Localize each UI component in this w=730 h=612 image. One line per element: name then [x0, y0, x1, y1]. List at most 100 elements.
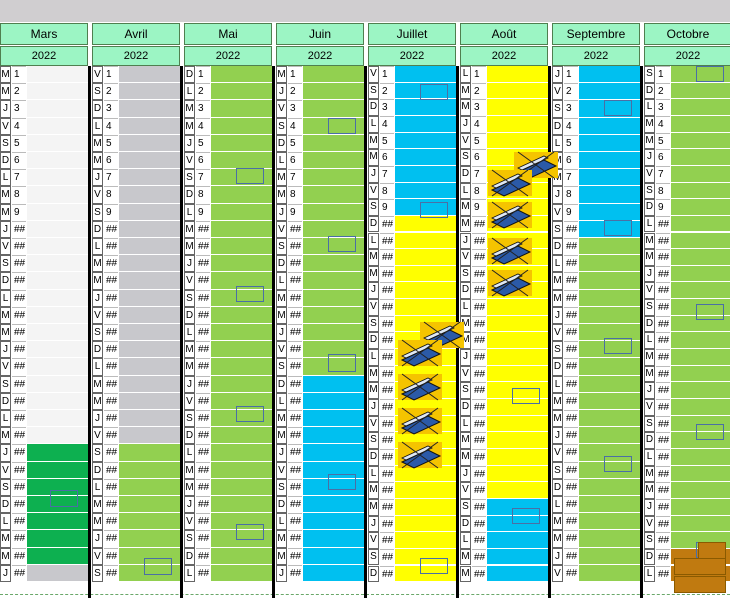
day-fill-cell[interactable] — [395, 282, 456, 300]
day-fill-cell[interactable] — [119, 117, 180, 135]
day-letter[interactable]: M — [92, 496, 103, 514]
day-number[interactable]: ## — [12, 238, 26, 256]
day-number[interactable]: ## — [196, 496, 210, 514]
day-fill-cell[interactable] — [211, 375, 272, 393]
day-fill-cell[interactable] — [211, 530, 272, 548]
day-letter[interactable]: M — [276, 289, 287, 307]
day-fill-cell[interactable] — [27, 341, 88, 359]
day-number[interactable]: ## — [380, 249, 394, 266]
day-number[interactable]: ## — [196, 341, 210, 359]
cell-marker-box[interactable] — [328, 474, 356, 490]
day-number[interactable]: ## — [564, 358, 578, 376]
day-letter[interactable]: M — [184, 220, 195, 238]
day-letter[interactable]: D — [460, 165, 471, 183]
day-number[interactable]: ## — [472, 315, 486, 333]
day-letter[interactable]: D — [368, 565, 379, 583]
day-number[interactable]: 7 — [472, 165, 486, 183]
day-letter[interactable]: L — [276, 152, 287, 170]
day-fill-cell[interactable] — [211, 289, 272, 307]
day-fill-cell[interactable] — [579, 478, 640, 496]
day-number[interactable]: ## — [564, 341, 578, 359]
day-letter[interactable]: L — [276, 392, 287, 410]
day-letter[interactable]: L — [644, 448, 655, 466]
day-number[interactable]: ## — [288, 324, 302, 342]
day-number[interactable]: ## — [104, 272, 118, 290]
day-letter[interactable]: S — [552, 341, 563, 359]
day-number[interactable]: ## — [564, 427, 578, 445]
day-letter[interactable]: J — [92, 169, 103, 187]
day-letter[interactable]: J — [184, 134, 195, 152]
day-number[interactable]: ## — [380, 532, 394, 549]
day-letter[interactable]: V — [184, 272, 195, 290]
day-letter[interactable]: M — [644, 249, 655, 266]
day-number[interactable]: ## — [288, 341, 302, 359]
day-letter[interactable]: L — [368, 232, 379, 250]
day-fill-cell[interactable] — [671, 282, 730, 300]
day-number[interactable]: ## — [656, 315, 670, 333]
day-number[interactable]: ## — [12, 513, 26, 531]
day-number[interactable]: 2 — [380, 82, 394, 100]
day-fill-cell[interactable] — [487, 415, 548, 433]
day-number[interactable]: 3 — [288, 100, 302, 118]
day-number[interactable]: 4 — [472, 115, 486, 133]
day-fill-cell[interactable] — [671, 199, 730, 216]
day-letter[interactable]: D — [368, 332, 379, 350]
day-number[interactable]: ## — [12, 564, 26, 582]
day-fill-cell[interactable] — [487, 432, 548, 449]
day-fill-cell[interactable] — [579, 238, 640, 256]
day-letter[interactable]: D — [92, 220, 103, 238]
day-letter[interactable]: V — [92, 66, 103, 84]
day-number[interactable]: 7 — [12, 169, 26, 187]
cell-marker-box[interactable] — [512, 388, 540, 404]
day-number[interactable]: ## — [564, 272, 578, 290]
day-letter[interactable]: V — [552, 324, 563, 342]
day-fill-cell[interactable] — [119, 375, 180, 393]
day-fill-cell[interactable] — [27, 427, 88, 445]
day-letter[interactable]: V — [184, 152, 195, 170]
day-fill-cell[interactable] — [579, 341, 640, 359]
day-letter[interactable]: M — [368, 132, 379, 150]
day-fill-cell[interactable] — [395, 82, 456, 100]
day-letter[interactable]: V — [92, 427, 103, 445]
day-fill-cell[interactable] — [671, 165, 730, 183]
day-fill-cell[interactable] — [119, 186, 180, 204]
day-number[interactable]: ## — [12, 530, 26, 548]
day-letter[interactable]: J — [644, 382, 655, 399]
day-fill-cell[interactable] — [211, 324, 272, 342]
day-fill-cell[interactable] — [211, 117, 272, 135]
day-letter[interactable]: M — [552, 272, 563, 290]
day-number[interactable]: ## — [656, 265, 670, 283]
day-number[interactable]: ## — [12, 392, 26, 410]
day-fill-cell[interactable] — [303, 375, 364, 393]
day-fill-cell[interactable] — [303, 530, 364, 548]
day-fill-cell[interactable] — [119, 496, 180, 514]
day-number[interactable]: ## — [380, 415, 394, 433]
day-number[interactable]: 4 — [656, 115, 670, 133]
day-number[interactable]: 8 — [12, 186, 26, 204]
day-letter[interactable]: J — [460, 232, 471, 250]
day-letter[interactable]: M — [0, 83, 11, 101]
day-letter[interactable]: M — [644, 482, 655, 499]
day-number[interactable]: ## — [564, 444, 578, 462]
day-fill-cell[interactable] — [119, 169, 180, 187]
day-fill-cell[interactable] — [27, 117, 88, 135]
day-number[interactable]: ## — [380, 399, 394, 416]
day-letter[interactable]: J — [276, 324, 287, 342]
day-number[interactable]: ## — [104, 547, 118, 565]
day-number[interactable]: ## — [564, 306, 578, 324]
day-number[interactable]: 4 — [288, 117, 302, 135]
day-number[interactable]: ## — [196, 427, 210, 445]
day-letter[interactable]: D — [368, 448, 379, 466]
day-letter[interactable]: D — [552, 117, 563, 135]
day-letter[interactable]: M — [184, 100, 195, 118]
day-number[interactable]: ## — [380, 215, 394, 233]
day-fill-cell[interactable] — [27, 83, 88, 101]
day-number[interactable]: ## — [12, 496, 26, 514]
day-letter[interactable]: V — [0, 238, 11, 256]
day-number[interactable]: ## — [288, 220, 302, 238]
day-letter[interactable]: J — [368, 515, 379, 533]
day-letter[interactable]: M — [552, 530, 563, 548]
day-number[interactable]: ## — [288, 375, 302, 393]
day-number[interactable]: ## — [380, 382, 394, 399]
day-number[interactable]: ## — [196, 306, 210, 324]
